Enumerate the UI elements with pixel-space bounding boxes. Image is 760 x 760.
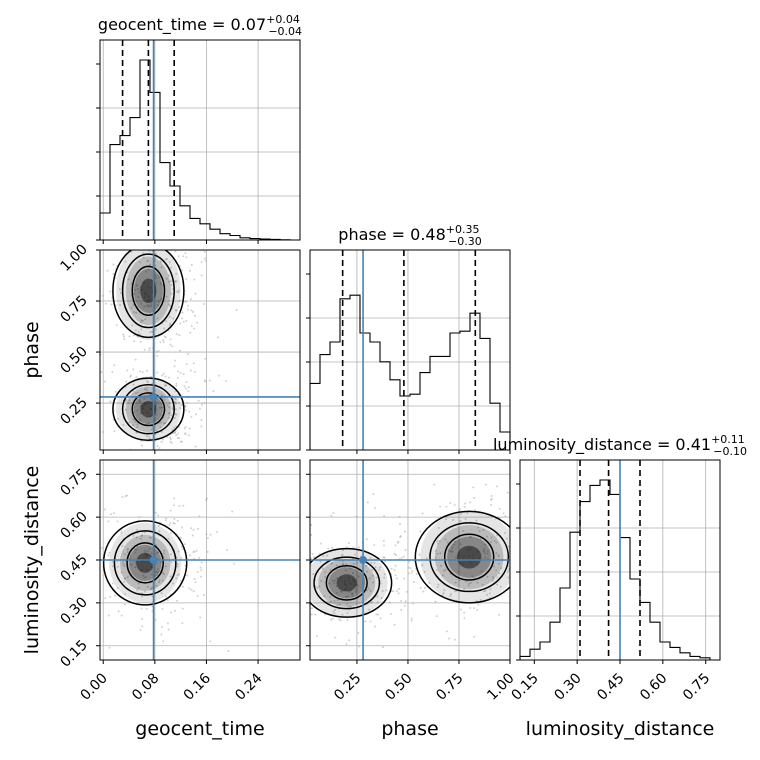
- x-tick-label: 0.30: [551, 670, 584, 703]
- contour-level-3: [414, 510, 510, 604]
- x-tick-label: 0.15: [509, 670, 542, 703]
- density-blob: [140, 278, 157, 304]
- x-tick-label: 0.75: [433, 670, 466, 703]
- contour-level-2: [429, 522, 510, 593]
- density-blob: [133, 268, 163, 313]
- contour-level-1: [131, 392, 166, 427]
- histogram-geocent_time: [99, 59, 300, 241]
- y-tick-label: 0.60: [57, 509, 90, 542]
- density-blob: [133, 394, 163, 424]
- panel-title-geocent_time: geocent_time = 0.07+0.04 −0.04: [98, 13, 302, 38]
- density-blob: [328, 567, 366, 599]
- density-blob: [447, 536, 492, 578]
- density-blob: [336, 574, 357, 592]
- contour-level-1: [325, 564, 368, 601]
- contour-level-1: [126, 542, 164, 584]
- density-blob: [116, 376, 181, 442]
- panel-title-phase: phase = 0.48+0.35 −0.30: [338, 223, 481, 248]
- ticks-2-2: [533, 660, 707, 664]
- density-panel-geocent_time-vs-luminosity_distance: [99, 459, 301, 661]
- truth-point: [359, 556, 368, 564]
- x-tick-label: 0.60: [637, 670, 670, 703]
- ticks-0-0: [102, 240, 259, 244]
- hist-panel-luminosity_distance: luminosity_distance = 0.41+0.11 −0.10: [493, 433, 747, 661]
- contour-level-1: [443, 533, 495, 581]
- axes-frame: [99, 249, 301, 451]
- contour-level-1: [131, 265, 166, 317]
- y-tick-label: 0.30: [57, 594, 90, 627]
- x-tick-label: 0.16: [181, 670, 214, 703]
- density-blob: [420, 511, 510, 603]
- y-axis-label-luminosity_distance: luminosity_distance: [21, 466, 43, 655]
- y-tick-label: 0.15: [57, 637, 90, 670]
- x-tick-label: 0.75: [680, 670, 713, 703]
- y-tick-label: 0.75: [57, 466, 90, 499]
- hist-panel-phase: phase = 0.48+0.35 −0.30: [306, 223, 511, 451]
- contour-level-3: [112, 377, 185, 441]
- density-blob: [116, 250, 181, 340]
- x-axis-label-geocent_time: geocent_time: [135, 718, 264, 740]
- ticks-1-0: [96, 249, 259, 454]
- x-axis-label-luminosity_distance: luminosity_distance: [526, 718, 715, 740]
- x-tick-label: 0.00: [77, 670, 110, 703]
- density-blob: [136, 552, 155, 573]
- y-tick-label: 0.50: [57, 344, 90, 377]
- y-axis-label-phase: phase: [21, 321, 43, 378]
- contour-level-3: [310, 547, 393, 618]
- axes-frame: [99, 39, 301, 241]
- truth-point: [149, 556, 158, 564]
- x-tick-label: 0.08: [129, 670, 162, 703]
- density-blob: [140, 401, 157, 418]
- x-tick-label: 0.50: [382, 670, 415, 703]
- contour-level-3: [112, 250, 185, 339]
- contour-level-2: [121, 253, 175, 329]
- contour-level-2: [121, 383, 175, 435]
- hist-panel-geocent_time: geocent_time = 0.07+0.04 −0.04: [96, 13, 302, 241]
- y-tick-label: 1.00: [57, 242, 90, 275]
- contour-level-2: [113, 530, 177, 596]
- contour-level-3: [102, 520, 188, 606]
- density-blob: [109, 522, 182, 603]
- ticks-1-1: [356, 450, 511, 454]
- panel-title-luminosity_distance: luminosity_distance = 0.41+0.11 −0.10: [493, 433, 747, 458]
- scatter-points: [310, 483, 510, 649]
- contour-level-2: [313, 556, 381, 610]
- density-panel-geocent_time-vs-phase: [99, 249, 301, 451]
- ticks-2-0: [96, 473, 259, 664]
- x-tick-label: 0.25: [331, 670, 364, 703]
- y-tick-label: 0.75: [57, 293, 90, 326]
- x-tick-label: 0.45: [594, 670, 627, 703]
- density-blob: [456, 545, 482, 569]
- ticks-2-1: [306, 473, 511, 664]
- y-tick-label: 0.45: [57, 552, 90, 585]
- density-blob: [310, 548, 388, 618]
- y-tick-label: 0.25: [57, 395, 90, 428]
- axes-frame: [309, 249, 511, 451]
- x-axis-label-phase: phase: [381, 718, 438, 740]
- density-panel-phase-vs-luminosity_distance: [309, 459, 511, 661]
- x-tick-label: 0.24: [232, 670, 265, 703]
- truth-point: [149, 392, 158, 401]
- histogram-phase: [309, 294, 511, 450]
